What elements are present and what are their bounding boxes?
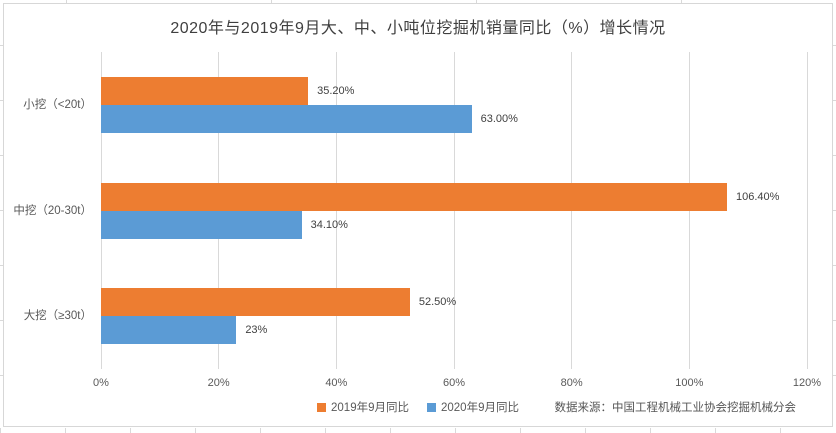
bar-label: 63.00% <box>480 112 518 125</box>
legend: 2019年9月同比 2020年9月同比 <box>4 399 832 415</box>
sheet-gridline-mark <box>650 428 651 433</box>
sheet-gridline-mark <box>833 375 836 376</box>
category-label: 小挖（<20t） <box>23 98 92 111</box>
x-tick-label: 40% <box>325 377 348 389</box>
sheet-gridline-mark <box>0 320 3 321</box>
legend-swatch <box>317 402 327 412</box>
bar-label: 35.20% <box>317 84 355 97</box>
gridline <box>571 52 573 369</box>
sheet-gridline-mark <box>0 155 3 156</box>
sheet-gridline-mark <box>585 428 586 433</box>
bar-label: 23% <box>245 324 268 337</box>
sheet-gridline-mark <box>390 428 391 433</box>
sheet-gridline-mark <box>455 428 456 433</box>
sheet-gridline-mark <box>833 265 836 266</box>
sheet-gridline-mark <box>325 428 326 433</box>
x-tick-label: 60% <box>442 377 466 389</box>
plot-area: 35.20% 63.00% 106.40% 34.10% 52.50% 23% <box>100 52 808 369</box>
sheet-gridline-mark <box>476 0 477 3</box>
x-tick-label: 0% <box>93 377 109 389</box>
sheet-gridline-mark <box>833 45 836 46</box>
source-note: 数据来源：中国工程机械工业协会挖掘机械分会 <box>554 399 796 415</box>
category-label: 大挖（≥30t） <box>23 310 92 323</box>
gridline <box>335 52 337 369</box>
gridline <box>453 52 455 369</box>
bar-label: 52.50% <box>418 296 457 309</box>
x-tick-label: 80% <box>560 377 583 389</box>
bar <box>101 76 309 105</box>
category-label: 中挖（20-30t） <box>13 204 92 217</box>
sheet-gridline-mark <box>271 0 272 3</box>
sheet-gridline-mark <box>833 320 836 321</box>
bar <box>101 182 727 211</box>
sheet-gridline-mark <box>0 45 3 46</box>
bar-label: 106.40% <box>735 190 780 203</box>
legend-item: 2019年9月同比 <box>317 399 409 415</box>
x-tick-label: 100% <box>675 377 704 389</box>
sheet-gridline-mark <box>130 428 131 433</box>
sheet-gridline-mark <box>195 428 196 433</box>
bar-label: 34.10% <box>310 218 348 231</box>
sheet-gridline-mark <box>520 428 521 433</box>
sheet-gridline-mark <box>715 428 716 433</box>
bar <box>101 210 302 239</box>
x-tick-label: 120% <box>792 377 822 389</box>
sheet-gridline-mark <box>833 155 836 156</box>
sheet-gridline-mark <box>260 428 261 433</box>
sheet-gridline-mark <box>681 0 682 3</box>
chart-title: 2020年与2019年9月大、中、小吨位挖掘机销量同比（%）增长情况 <box>170 20 666 37</box>
legend-label: 2019年9月同比 <box>331 402 409 414</box>
legend-item: 2020年9月同比 <box>427 399 519 415</box>
bar <box>101 316 237 345</box>
legend-label: 2020年9月同比 <box>441 402 519 414</box>
gridline <box>806 52 808 369</box>
chart-frame: 2020年与2019年9月大、中、小吨位挖掘机销量同比（%）增长情况 35.20… <box>3 3 833 427</box>
sheet-gridline-mark <box>65 428 66 433</box>
sheet-gridline-mark <box>833 210 836 211</box>
gridline <box>688 52 690 369</box>
bar <box>101 288 410 317</box>
sheet-gridline-mark <box>66 0 67 3</box>
sheet-gridline-mark <box>780 428 781 433</box>
sheet-gridline-mark <box>0 265 3 266</box>
sheet-gridline-mark <box>0 428 1 433</box>
sheet-gridline-mark <box>833 100 836 101</box>
bar <box>101 104 472 133</box>
x-tick-label: 20% <box>207 377 230 389</box>
sheet-gridline-mark <box>0 210 3 211</box>
sheet-gridline-mark <box>0 375 3 376</box>
legend-swatch <box>427 402 436 412</box>
sheet-gridline-mark <box>0 100 3 101</box>
